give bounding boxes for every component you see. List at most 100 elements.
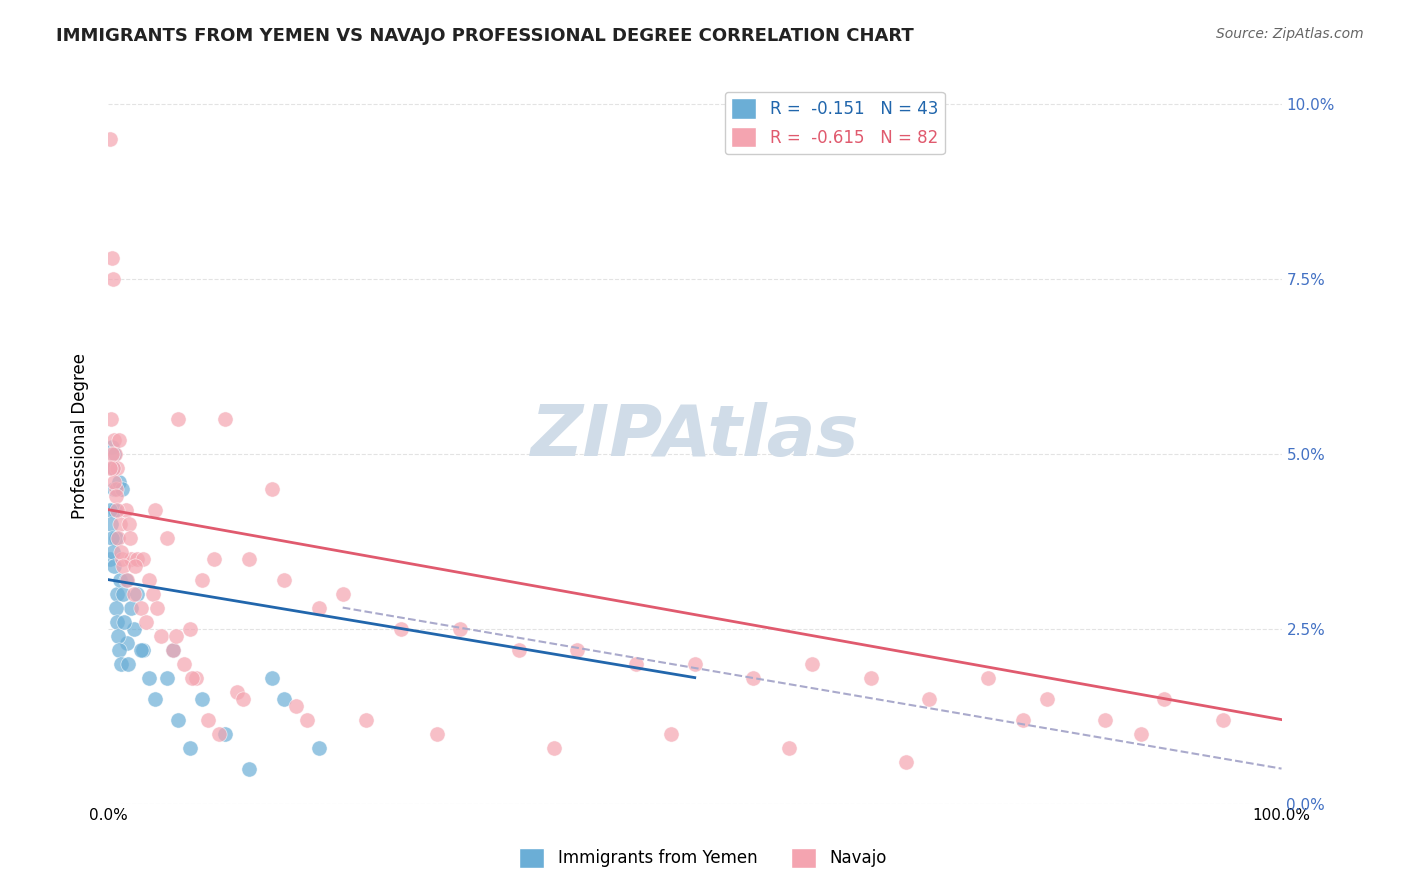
Point [273, 573, 295, 587]
Point [894, 755, 917, 769]
Point [118, 516, 141, 531]
Point [1094, 713, 1116, 727]
Point [104, 600, 127, 615]
Point [208, 726, 231, 740]
Point [567, 642, 589, 657]
Point [273, 691, 295, 706]
Point [1012, 713, 1035, 727]
Point [108, 516, 131, 531]
Point [132, 642, 155, 657]
Point [156, 671, 179, 685]
Point [98, 460, 121, 475]
Point [179, 622, 201, 636]
Point [104, 489, 127, 503]
Point [184, 671, 207, 685]
Point [426, 726, 449, 740]
Point [103, 558, 125, 573]
Point [108, 642, 131, 657]
Point [173, 657, 195, 671]
Point [101, 271, 124, 285]
Legend: Immigrants from Yemen, Navajo: Immigrants from Yemen, Navajo [513, 841, 893, 875]
Point [114, 573, 136, 587]
Point [101, 531, 124, 545]
Point [308, 740, 330, 755]
Point [262, 671, 284, 685]
Point [238, 762, 260, 776]
Point [124, 558, 146, 573]
Point [191, 573, 214, 587]
Point [105, 531, 128, 545]
Y-axis label: Professional Degree: Professional Degree [72, 353, 89, 519]
Point [120, 551, 142, 566]
Point [191, 691, 214, 706]
Point [659, 726, 682, 740]
Point [859, 671, 882, 685]
Point [135, 615, 157, 629]
Point [683, 657, 706, 671]
Point [100, 516, 122, 531]
Point [112, 586, 135, 600]
Point [508, 642, 530, 657]
Point [138, 573, 160, 587]
Point [100, 440, 122, 454]
Point [112, 558, 135, 573]
Text: Source: ZipAtlas.com: Source: ZipAtlas.com [1216, 27, 1364, 41]
Point [107, 531, 129, 545]
Text: ZIPAtlas: ZIPAtlas [530, 401, 859, 471]
Point [103, 433, 125, 447]
Point [122, 622, 145, 636]
Point [801, 657, 824, 671]
Point [308, 600, 330, 615]
Point [1212, 713, 1234, 727]
Point [103, 446, 125, 460]
Point [107, 475, 129, 489]
Point [156, 531, 179, 545]
Point [108, 573, 131, 587]
Point [132, 551, 155, 566]
Point [1036, 691, 1059, 706]
Point [142, 586, 165, 600]
Point [98, 502, 121, 516]
Point [101, 460, 124, 475]
Point [354, 713, 377, 727]
Point [101, 446, 124, 460]
Point [449, 622, 471, 636]
Point [98, 131, 121, 145]
Point [1153, 691, 1175, 706]
Point [238, 551, 260, 566]
Point [167, 713, 190, 727]
Point [202, 551, 225, 566]
Point [129, 642, 152, 657]
Point [143, 691, 166, 706]
Point [179, 740, 201, 755]
Point [100, 411, 122, 425]
Point [98, 551, 121, 566]
Point [115, 635, 138, 649]
Point [214, 411, 236, 425]
Point [127, 551, 149, 566]
Point [104, 446, 127, 460]
Point [100, 251, 122, 265]
Point [103, 544, 125, 558]
Point [389, 622, 412, 636]
Point [103, 460, 125, 475]
Legend: R =  -0.151   N = 43, R =  -0.615   N = 82: R = -0.151 N = 43, R = -0.615 N = 82 [724, 92, 945, 154]
Point [543, 740, 565, 755]
Point [262, 482, 284, 496]
Point [105, 586, 128, 600]
Point [165, 629, 187, 643]
Point [138, 671, 160, 685]
Point [107, 433, 129, 447]
Point [778, 740, 800, 755]
Text: IMMIGRANTS FROM YEMEN VS NAVAJO PROFESSIONAL DEGREE CORRELATION CHART: IMMIGRANTS FROM YEMEN VS NAVAJO PROFESSI… [56, 27, 914, 45]
Point [167, 411, 190, 425]
Point [115, 573, 138, 587]
Point [146, 600, 169, 615]
Point [110, 544, 132, 558]
Point [162, 642, 184, 657]
Point [181, 671, 204, 685]
Point [105, 615, 128, 629]
Point [226, 684, 249, 698]
Point [918, 691, 941, 706]
Point [122, 586, 145, 600]
